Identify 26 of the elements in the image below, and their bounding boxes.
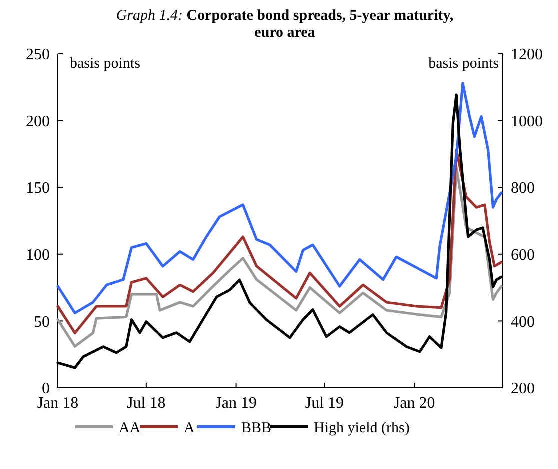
y2-tick-label: 800 [511, 180, 535, 198]
x-tick-label: Jan 19 [216, 395, 257, 412]
chart-title: Graph 1.4: Corporate bond spreads, 5-year maturity, euro area [116, 8, 454, 41]
y2-axis-title: basis points [428, 56, 500, 72]
x-tick-label: Jan 18 [37, 395, 79, 412]
y-tick-label: 100 [26, 247, 50, 264]
y2-tick-label: 1200 [511, 46, 543, 64]
y2-tick-label: 200 [511, 380, 535, 398]
line-series [56, 148, 503, 335]
y2-tick-label: 600 [511, 247, 535, 264]
y-tick-label: 50 [34, 314, 50, 331]
y-axis-title: basis points [70, 56, 141, 72]
legend-label: BBB [242, 420, 272, 436]
y2-tick-label: 400 [511, 314, 535, 331]
y-tick-label: 250 [26, 46, 50, 64]
legend-label: High yield (rhs) [314, 420, 410, 436]
legend-label: A [184, 420, 195, 436]
y2-tick-label: 1000 [511, 113, 543, 130]
x-tick-label: Jan 20 [394, 395, 436, 412]
line-series [56, 82, 503, 314]
legend-label: AA [119, 420, 141, 436]
x-tick-label: Jul 19 [305, 395, 344, 412]
y-tick-label: 150 [26, 180, 50, 198]
x-tick-label: Jul 18 [127, 395, 166, 412]
y-tick-label: 200 [26, 113, 50, 130]
y-tick-label: 0 [42, 380, 50, 398]
